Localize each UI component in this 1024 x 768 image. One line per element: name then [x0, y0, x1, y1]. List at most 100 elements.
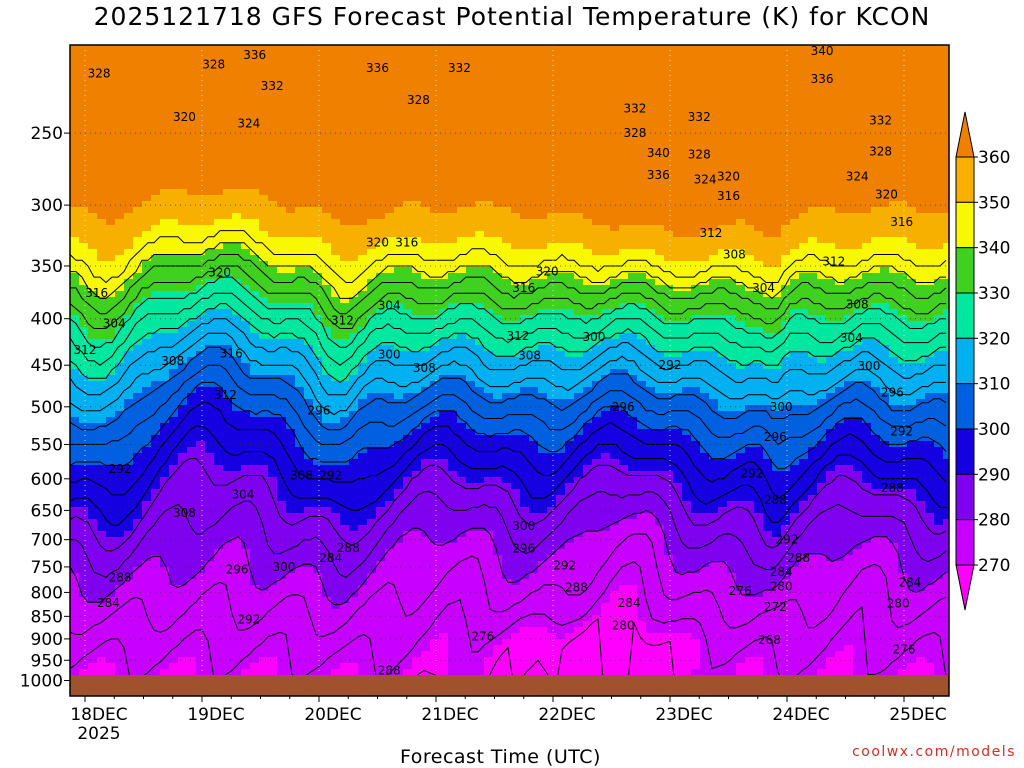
- field-cell: [367, 507, 377, 514]
- field-cell: [169, 171, 179, 178]
- field-cell: [313, 477, 323, 484]
- field-cell: [259, 627, 269, 634]
- field-cell: [79, 129, 89, 136]
- field-cell: [295, 267, 305, 274]
- field-cell: [277, 567, 287, 574]
- field-cell: [385, 369, 395, 376]
- field-cell: [79, 393, 89, 400]
- field-cell: [160, 255, 170, 262]
- field-cell: [250, 525, 260, 532]
- field-cell: [232, 81, 242, 88]
- field-cell: [124, 111, 134, 118]
- field-cell: [151, 177, 161, 184]
- field-cell: [403, 57, 413, 64]
- field-cell: [205, 99, 215, 106]
- field-cell: [403, 255, 413, 262]
- field-cell: [475, 237, 485, 244]
- field-cell: [142, 591, 152, 598]
- field-cell: [115, 81, 125, 88]
- field-cell: [115, 165, 125, 172]
- field-cell: [115, 363, 125, 370]
- field-cell: [241, 213, 251, 220]
- field-cell: [250, 333, 260, 340]
- field-cell: [106, 561, 116, 568]
- field-cell: [196, 267, 206, 274]
- field-cell: [358, 537, 368, 544]
- field-cell: [214, 183, 224, 190]
- field-cell: [403, 585, 413, 592]
- field-cell: [160, 345, 170, 352]
- field-cell: [448, 207, 458, 214]
- field-cell: [160, 297, 170, 304]
- field-cell: [304, 255, 314, 262]
- field-cell: [340, 255, 350, 262]
- field-cell: [376, 219, 386, 226]
- field-cell: [385, 567, 395, 574]
- field-cell: [322, 75, 332, 82]
- field-cell: [259, 135, 269, 142]
- field-cell: [160, 477, 170, 484]
- field-cell: [187, 513, 197, 520]
- field-cell: [160, 237, 170, 244]
- field-cell: [349, 171, 359, 178]
- field-cell: [340, 201, 350, 208]
- field-cell: [151, 135, 161, 142]
- field-cell: [358, 621, 368, 628]
- field-cell: [169, 213, 179, 220]
- field-cell: [394, 147, 404, 154]
- field-cell: [304, 417, 314, 424]
- field-cell: [313, 585, 323, 592]
- field-cell: [259, 429, 269, 436]
- field-cell: [295, 81, 305, 88]
- field-cell: [457, 621, 467, 628]
- field-cell: [142, 51, 152, 58]
- field-cell: [430, 429, 440, 436]
- field-cell: [430, 195, 440, 202]
- field-cell: [106, 147, 116, 154]
- field-cell: [421, 663, 431, 670]
- field-cell: [349, 99, 359, 106]
- field-cell: [385, 231, 395, 238]
- field-cell: [286, 357, 296, 364]
- field-cell: [169, 285, 179, 292]
- field-cell: [421, 627, 431, 634]
- field-cell: [142, 375, 152, 382]
- field-cell: [376, 477, 386, 484]
- field-cell: [142, 549, 152, 556]
- field-cell: [403, 69, 413, 76]
- field-cell: [466, 111, 476, 118]
- field-cell: [205, 645, 215, 652]
- field-cell: [349, 345, 359, 352]
- field-cell: [457, 213, 467, 220]
- field-cell: [313, 117, 323, 124]
- field-cell: [115, 621, 125, 628]
- field-cell: [295, 411, 305, 418]
- field-cell: [403, 411, 413, 418]
- field-cell: [349, 597, 359, 604]
- field-cell: [439, 297, 449, 304]
- field-cell: [160, 63, 170, 70]
- field-cell: [367, 489, 377, 496]
- field-cell: [340, 141, 350, 148]
- field-cell: [151, 369, 161, 376]
- field-cell: [331, 543, 341, 550]
- field-cell: [115, 549, 125, 556]
- field-cell: [412, 645, 422, 652]
- field-cell: [232, 417, 242, 424]
- field-cell: [358, 411, 368, 418]
- field-cell: [241, 279, 251, 286]
- field-cell: [322, 357, 332, 364]
- field-cell: [313, 459, 323, 466]
- field-cell: [430, 567, 440, 574]
- field-cell: [331, 465, 341, 472]
- field-cell: [358, 267, 368, 274]
- field-cell: [268, 129, 278, 136]
- field-cell: [358, 153, 368, 160]
- field-cell: [403, 573, 413, 580]
- field-cell: [232, 243, 242, 250]
- field-cell: [349, 357, 359, 364]
- field-cell: [178, 261, 188, 268]
- field-cell: [412, 405, 422, 412]
- field-cell: [97, 369, 107, 376]
- field-cell: [124, 267, 134, 274]
